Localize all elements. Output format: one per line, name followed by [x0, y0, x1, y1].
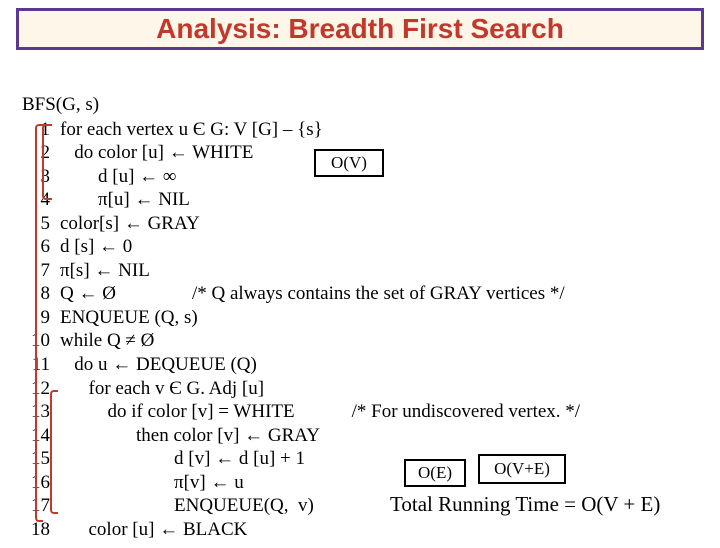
function-header: BFS(G, s) — [22, 93, 710, 117]
line-text: color [u] ← BLACK — [60, 519, 247, 540]
line-text: ENQUEUE (Q, s) — [60, 307, 198, 328]
total-running-time: Total Running Time = O(V + E) — [390, 492, 660, 517]
line-text: for each v Є G. Adj [u] — [60, 378, 264, 399]
code-line: 9ENQUEUE (Q, s) — [22, 306, 710, 330]
title-text: Analysis: Breadth First Search — [156, 13, 564, 44]
complexity-box-oe: O(E) — [404, 459, 466, 487]
line-text: color[s] ← GRAY — [60, 213, 200, 234]
code-line: 8Q ← Ø /* Q always contains the set of G… — [22, 282, 710, 306]
code-line: 15 d [v] ← d [u] + 1 — [22, 447, 710, 471]
code-line: 7π[s] ← NIL — [22, 259, 710, 283]
line-text: d [s] ← 0 — [60, 236, 132, 257]
line-text: π[v] ← u — [60, 472, 244, 493]
line-text: do color [u] ← WHITE — [60, 142, 253, 163]
bracket-inner-loop — [50, 390, 58, 514]
line-text: do if color [v] = WHITE /* For undiscove… — [60, 401, 580, 422]
line-text: do u ← DEQUEUE (Q) — [60, 354, 257, 375]
complexity-box-ove: O(V+E) — [478, 454, 566, 484]
code-line: 11 do u ← DEQUEUE (Q) — [22, 353, 710, 377]
title-bar: Analysis: Breadth First Search — [16, 8, 704, 50]
code-line: 5color[s] ← GRAY — [22, 212, 710, 236]
code-line: 13 do if color [v] = WHITE /* For undisc… — [22, 400, 710, 424]
line-text: for each vertex u Є G: V [G] – {s} — [60, 119, 323, 140]
line-text: d [u] ← ∞ — [60, 166, 176, 187]
line-text: π[u] ← NIL — [60, 189, 190, 210]
complexity-box-ov: O(V) — [314, 149, 384, 177]
line-text: while Q ≠ Ø — [60, 330, 154, 351]
code-line: 18 color [u] ← BLACK — [22, 518, 710, 542]
line-text: Q ← Ø /* Q always contains the set of GR… — [60, 283, 565, 304]
line-text: d [v] ← d [u] + 1 — [60, 448, 305, 469]
bracket-outer — [35, 124, 43, 522]
code-line: 1for each vertex u Є G: V [G] – {s} — [22, 118, 710, 142]
line-text: π[s] ← NIL — [60, 260, 150, 281]
line-text: then color [v] ← GRAY — [60, 425, 320, 446]
code-line: 16 π[v] ← u — [22, 471, 710, 495]
bracket-init-loop — [42, 124, 52, 200]
code-line: 6d [s] ← 0 — [22, 235, 710, 259]
code-line: 10while Q ≠ Ø — [22, 329, 710, 353]
code-line: 14 then color [v] ← GRAY — [22, 424, 710, 448]
line-text: ENQUEUE(Q, v) — [60, 495, 314, 516]
code-line: 12 for each v Є G. Adj [u] — [22, 377, 710, 401]
code-line: 4 π[u] ← NIL — [22, 188, 710, 212]
